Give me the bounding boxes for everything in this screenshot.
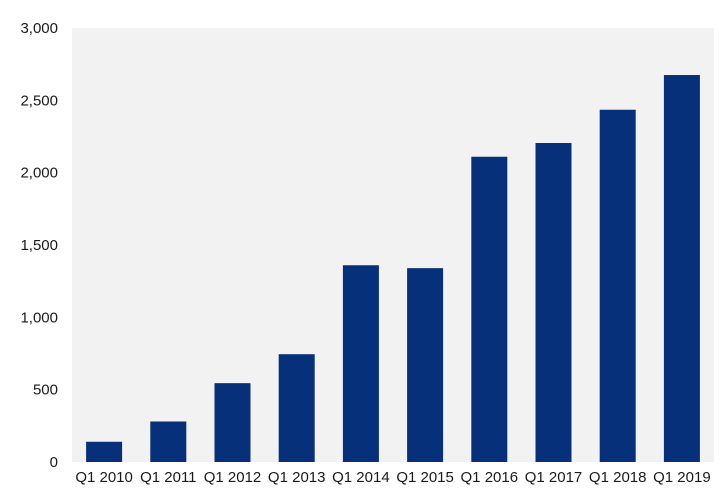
y-tick-label: 0 [50, 454, 58, 471]
x-tick-label: Q1 2019 [653, 469, 711, 486]
y-axis: 0 500 1,000 1,500 2,000 2,500 3,000 [20, 20, 58, 471]
x-tick-label: Q1 2013 [268, 469, 326, 486]
bar-q1-2011 [150, 421, 187, 462]
bar-q1-2012 [214, 383, 251, 462]
y-tick-label: 2,000 [20, 165, 58, 182]
bar-q1-2015 [407, 268, 444, 462]
bar-q1-2013 [278, 354, 315, 462]
x-tick-label: Q1 2010 [75, 469, 133, 486]
x-tick-label: Q1 2014 [332, 469, 390, 486]
x-tick-label: Q1 2016 [461, 469, 519, 486]
x-tick-label: Q1 2015 [396, 469, 454, 486]
bar-q1-2018 [599, 109, 636, 463]
bars-group [86, 75, 700, 463]
y-tick-label: 1,000 [20, 309, 58, 326]
bar-q1-2016 [471, 156, 508, 462]
bar-q1-2017 [535, 143, 572, 462]
bar-q1-2014 [342, 265, 379, 462]
y-tick-label: 1,500 [20, 237, 58, 254]
bar-q1-2010 [86, 441, 123, 462]
bar-q1-2019 [663, 75, 700, 463]
y-tick-label: 2,500 [20, 92, 58, 109]
x-tick-label: Q1 2011 [140, 469, 196, 486]
x-axis: Q1 2010 Q1 2011 Q1 2012 Q1 2013 Q1 2014 Q1 20… [75, 469, 710, 486]
x-tick-label: Q1 2012 [204, 469, 262, 486]
x-tick-label: Q1 2018 [589, 469, 647, 486]
y-tick-label: 500 [33, 382, 58, 399]
y-tick-label: 3,000 [20, 20, 58, 37]
x-tick-label: Q1 2017 [525, 469, 583, 486]
